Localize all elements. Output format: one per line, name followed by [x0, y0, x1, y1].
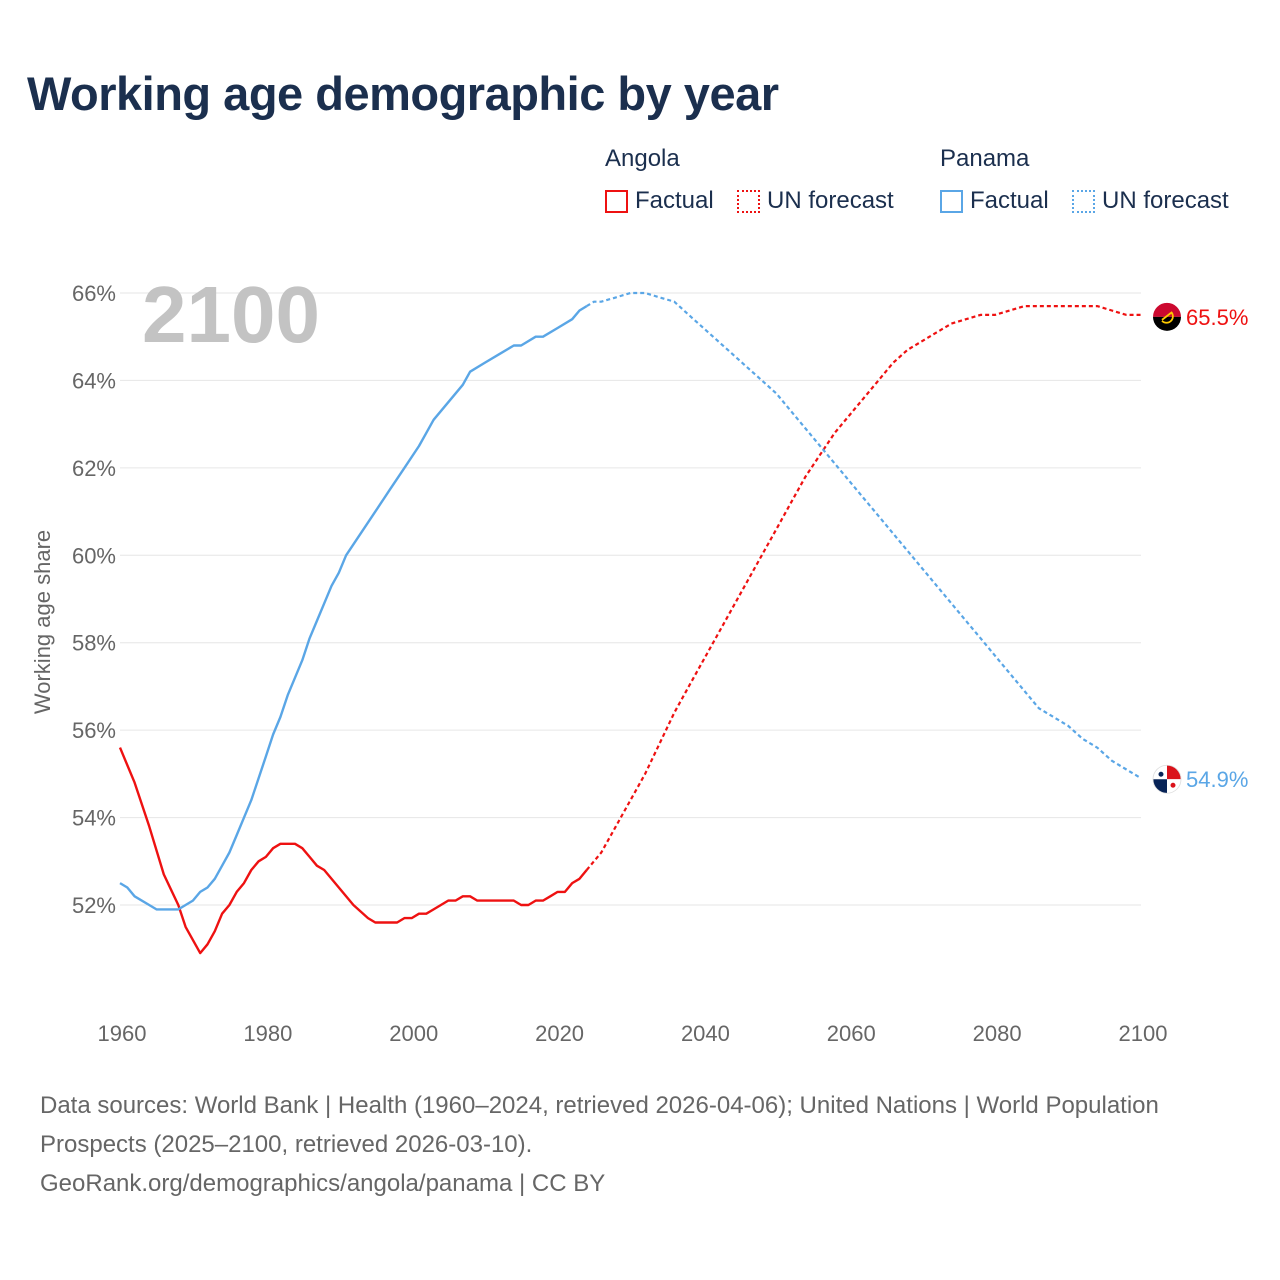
legend-label: Factual: [635, 187, 714, 214]
legend-item-panama-factual[interactable]: Factual: [940, 187, 1049, 215]
series-line-panama-forecast: [586, 291, 1142, 780]
legend-swatch-factual: [605, 189, 628, 213]
y-axis-label: Working age share: [30, 530, 55, 714]
y-tick-label: 52%: [72, 893, 116, 918]
flag-part: [1153, 316, 1181, 331]
x-tick-label: 2060: [827, 1021, 876, 1046]
series-line-angola-factual: [118, 747, 588, 955]
source-line-data: Data sources: World Bank | Health (1960–…: [40, 1092, 1159, 1158]
flag-star: [1170, 782, 1176, 788]
legend-item-angola-forecast[interactable]: UN forecast: [737, 187, 894, 215]
x-tick-label: 2080: [973, 1021, 1022, 1046]
flag-emblem: [1161, 311, 1174, 324]
chart-plot: 2100 52% 54% 56% 58% 60% 62% 64% 66% 1960 1980 20…: [30, 270, 1248, 1046]
legend-label: Factual: [970, 187, 1049, 214]
panama-flag-icon: [1152, 764, 1182, 794]
y-tick-label: 56%: [72, 718, 116, 743]
source-note: Data sources: World Bank | Health (1960–…: [40, 1086, 1220, 1203]
y-tick-label: 66%: [72, 281, 116, 306]
legend-group-name: Panama: [940, 145, 1030, 172]
x-tick-label: 2100: [1119, 1021, 1168, 1046]
legend-swatch-factual: [940, 189, 963, 213]
legend-item-panama-forecast[interactable]: UN forecast: [1072, 187, 1229, 215]
legend-label: UN forecast: [767, 187, 894, 214]
flag-emblem: [1161, 312, 1172, 321]
flag-part: [1153, 302, 1181, 317]
flag-part: [1167, 765, 1181, 780]
series-line-panama-factual: [119, 305, 588, 911]
flag-outline: [1152, 764, 1182, 794]
gridlines: [120, 292, 1141, 906]
flag-part: [1153, 779, 1167, 794]
x-axis-ticks: 1960 1980 2000 2020 2040 2060 2080 2100: [98, 1021, 1168, 1046]
series-line-angola-forecast: [585, 305, 1141, 871]
x-tick-label: 2020: [535, 1021, 584, 1046]
series-lines: [118, 291, 1142, 955]
y-tick-label: 62%: [72, 456, 116, 481]
legend-swatch-forecast: [1072, 189, 1095, 213]
series-end-label: 54.9%: [1186, 767, 1248, 792]
flag-star: [1158, 771, 1164, 777]
y-tick-label: 58%: [72, 631, 116, 656]
y-tick-label: 54%: [72, 806, 116, 831]
y-tick-label: 64%: [72, 368, 116, 393]
series-end-label: 65.5%: [1186, 305, 1248, 330]
series-end-markers: 65.5% 54.9%: [1152, 302, 1248, 794]
legend-label: UN forecast: [1102, 187, 1229, 214]
source-line-link[interactable]: GeoRank.org/demographics/angola/panama |…: [40, 1170, 606, 1197]
x-tick-label: 2040: [681, 1021, 730, 1046]
angola-flag-icon: [1153, 302, 1181, 331]
x-tick-label: 1980: [243, 1021, 292, 1046]
legend-group-name: Angola: [605, 145, 680, 172]
current-year-label: 2100: [142, 270, 320, 359]
legend-item-angola-factual[interactable]: Factual: [605, 187, 714, 215]
x-tick-label: 2000: [389, 1021, 438, 1046]
y-axis-ticks: 52% 54% 56% 58% 60% 62% 64% 66%: [72, 281, 116, 918]
legend-swatch-forecast: [737, 189, 760, 213]
chart-title: Working age demographic by year: [27, 67, 779, 120]
y-tick-label: 60%: [72, 543, 116, 568]
x-tick-label: 1960: [98, 1021, 147, 1046]
